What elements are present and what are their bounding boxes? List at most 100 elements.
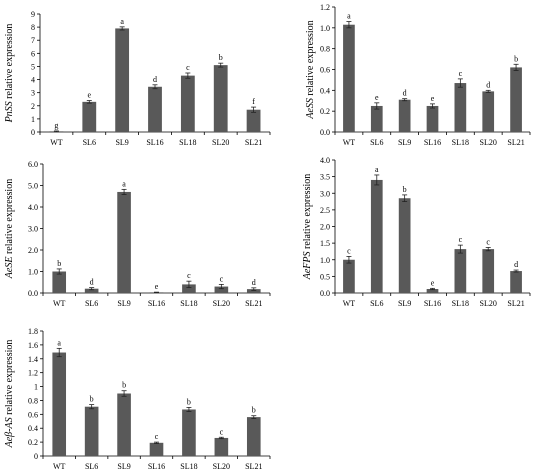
significance-letter: b — [403, 185, 407, 194]
significance-letter: c — [486, 237, 490, 246]
y-tick-label: 4.0 — [320, 156, 330, 165]
bar — [510, 271, 522, 293]
significance-letter: b — [57, 259, 61, 268]
y-axis-title-gene: PnSS — [4, 101, 15, 123]
pnss-expression-chart: 0 1 2 3 4 5 6 7 8 9 g WT e SL6 a SL9 d SL16 c SL18 b SL20 f SL2… — [4, 10, 271, 147]
bar — [370, 105, 383, 132]
significance-letter: e — [155, 282, 159, 291]
y-axis-title: PnSS relative expression — [4, 24, 15, 124]
significance-letter: c — [220, 427, 224, 436]
y-tick-label: 3.0 — [320, 189, 330, 198]
bar — [343, 259, 355, 293]
bar — [426, 289, 439, 293]
significance-letter: e — [88, 91, 92, 100]
y-axis-title-rest: relative expression — [302, 174, 313, 252]
bar — [52, 271, 67, 293]
bar — [246, 109, 261, 132]
y-axis-title-gene: Aeβ-AS — [4, 417, 15, 448]
bar — [398, 198, 411, 293]
x-tick-label: SL9 — [398, 299, 411, 308]
significance-letter: d — [486, 80, 490, 89]
bar — [182, 409, 196, 456]
y-tick-label: 0.2 — [28, 438, 38, 447]
y-tick-label: 2.5 — [320, 206, 330, 215]
bar — [214, 286, 229, 293]
bar — [82, 101, 97, 132]
x-tick-label: SL21 — [245, 138, 262, 147]
significance-letter: b — [252, 406, 256, 415]
x-tick-label: SL16 — [424, 299, 441, 308]
y-axis-title-rest: relative expression — [4, 179, 15, 257]
bar — [214, 437, 229, 456]
y-tick-label: 1.5 — [320, 239, 330, 248]
x-tick-label: SL20 — [212, 138, 229, 147]
bar — [52, 352, 67, 456]
y-tick-label: 4 — [31, 76, 35, 85]
significance-letter: a — [57, 338, 61, 347]
y-axis-title-gene: AeFPS — [302, 251, 313, 280]
significance-letter: c — [186, 63, 190, 72]
y-tick-label: 1.0 — [320, 256, 330, 265]
x-tick-label: SL18 — [180, 299, 197, 308]
significance-letter: d — [153, 75, 157, 84]
x-tick-label: WT — [343, 299, 356, 308]
y-axis-title-gene: AeSE — [4, 257, 15, 280]
y-tick-label: 1.4 — [28, 355, 38, 364]
y-tick-label: 0.5 — [320, 272, 330, 281]
y-axis-title: Aeβ-AS relative expression — [4, 340, 15, 449]
significance-letter: b — [122, 381, 126, 390]
x-tick-label: SL21 — [245, 299, 262, 308]
y-tick-label: 0.0 — [320, 289, 330, 298]
y-tick-label: 0.6 — [28, 410, 38, 419]
bar — [84, 288, 99, 293]
significance-letter: d — [90, 278, 94, 287]
bar — [115, 28, 130, 132]
x-tick-label: SL21 — [507, 299, 524, 308]
bar — [426, 105, 439, 132]
y-tick-label: 0.8 — [320, 45, 330, 54]
aese-expression-chart: 0.0 1.0 2.0 3.0 4.0 5.0 6.0 b WT d SL6 a SL9 e SL16 c SL… — [4, 160, 271, 308]
aefps-expression-chart: 0.0 0.5 1.0 1.5 2.0 2.5 3.0 3.5 4.0 c WT a SL6 b SL9 e S… — [302, 156, 531, 308]
significance-letter: d — [403, 89, 407, 98]
x-tick-label: SL9 — [117, 462, 130, 471]
y-axis-title: AeFPS relative expression — [302, 174, 313, 281]
bar — [482, 91, 495, 132]
x-tick-label: SL9 — [398, 138, 411, 147]
x-tick-label: SL18 — [180, 462, 197, 471]
significance-letter: a — [122, 179, 126, 188]
y-tick-label: 1.2 — [28, 369, 38, 378]
y-tick-label: 3 — [31, 89, 35, 98]
x-tick-label: SL16 — [148, 462, 165, 471]
y-tick-label: 1 — [34, 383, 38, 392]
x-tick-label: SL16 — [146, 138, 163, 147]
x-tick-label: SL6 — [370, 138, 383, 147]
y-tick-label: 8 — [31, 23, 35, 32]
x-tick-label: SL6 — [85, 299, 98, 308]
significance-letter: d — [252, 278, 256, 287]
x-tick-label: WT — [50, 138, 63, 147]
bar — [246, 289, 261, 293]
significance-letter: b — [187, 397, 191, 406]
y-tick-label: 3.5 — [320, 173, 330, 182]
significance-letter: a — [347, 12, 351, 21]
bar — [398, 99, 411, 132]
bar — [149, 442, 164, 456]
significance-letter: c — [347, 246, 351, 255]
bar — [148, 86, 162, 132]
aess-expression-chart: 0.0 0.2 0.4 0.6 0.8 1.0 1.2 a WT e SL6 d SL9 e SL16 c SL… — [305, 3, 531, 147]
y-tick-label: 6 — [31, 49, 35, 58]
significance-letter: g — [54, 121, 58, 130]
bar — [370, 179, 383, 293]
significance-letter: c — [187, 271, 191, 280]
x-tick-label: SL21 — [507, 138, 524, 147]
bar — [117, 393, 131, 456]
significance-letter: a — [120, 17, 124, 26]
y-tick-label: 4.0 — [28, 203, 38, 212]
y-tick-label: 2.0 — [320, 223, 330, 232]
significance-letter: f — [252, 97, 255, 106]
x-tick-label: SL16 — [424, 138, 441, 147]
significance-letter: c — [459, 235, 463, 244]
y-axis-title-rest: relative expression — [4, 24, 15, 102]
y-tick-label: 0.4 — [320, 86, 330, 95]
